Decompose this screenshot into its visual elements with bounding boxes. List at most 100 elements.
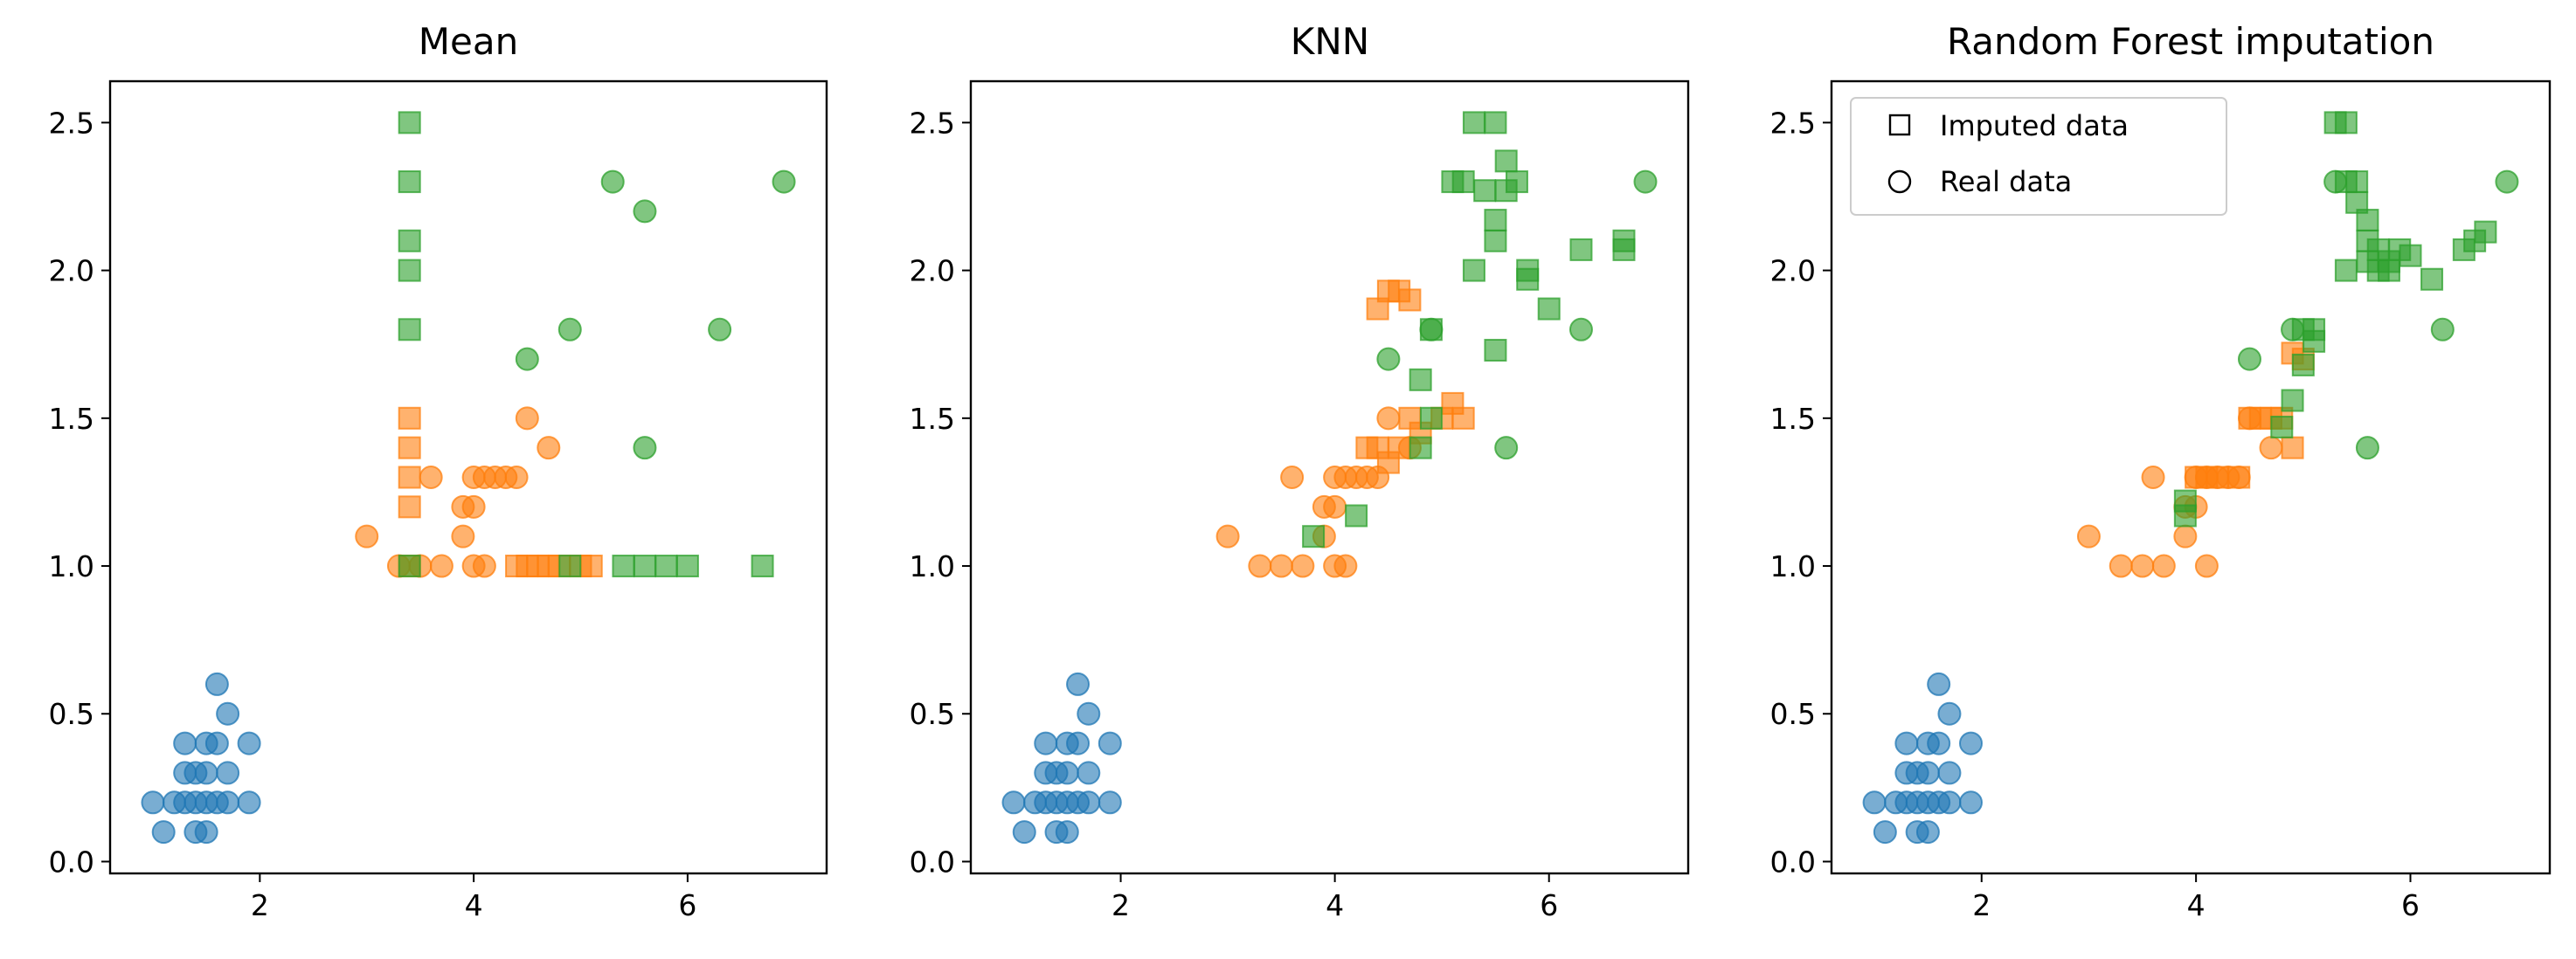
- panel-random-forest: Random Forest imputation 2 4 6 0.0 0.5 1.0 1.5…: [1770, 20, 2552, 922]
- blue-real-point: [1055, 820, 1079, 845]
- orange-imputed-point: [1398, 288, 1422, 312]
- orange-real-point: [451, 524, 475, 548]
- blue-real-point: [1915, 761, 1940, 785]
- orange-real-point: [1323, 494, 1347, 519]
- green-imputed-point: [633, 555, 656, 578]
- green-imputed-point: [1537, 297, 1561, 321]
- orange-imputed-point: [398, 495, 421, 519]
- green-imputed-point: [398, 229, 421, 252]
- legend-frame: [1850, 97, 2227, 216]
- orange-real-point: [2130, 554, 2155, 578]
- orange-imputed-point: [398, 406, 421, 430]
- y-tick-label: 2.0: [49, 254, 94, 288]
- green-imputed-point: [1462, 259, 1485, 282]
- orange-imputed-point: [2227, 466, 2251, 489]
- green-real-point: [557, 317, 582, 342]
- orange-imputed-point: [579, 555, 603, 578]
- y-tick-label: 0.5: [49, 697, 94, 731]
- orange-real-point: [2173, 524, 2198, 548]
- blue-real-point: [216, 761, 240, 785]
- green-imputed-point: [558, 555, 582, 578]
- green-imputed-point: [398, 170, 421, 194]
- orange-real-point: [2141, 466, 2165, 489]
- green-real-point: [600, 169, 625, 194]
- green-real-point: [1633, 169, 1658, 194]
- orange-real-point: [2194, 554, 2219, 578]
- green-imputed-point: [2270, 415, 2294, 438]
- orange-imputed-point: [1451, 406, 1475, 430]
- blue-real-point: [216, 790, 240, 815]
- green-imputed-point: [398, 111, 421, 135]
- blue-real-point: [1077, 761, 1101, 785]
- orange-imputed-point: [398, 466, 421, 489]
- orange-real-point: [537, 436, 561, 460]
- green-real-point: [2430, 317, 2455, 342]
- green-real-point: [708, 317, 732, 342]
- green-imputed-point: [654, 555, 678, 578]
- legend-circle-marker: [1887, 169, 1912, 194]
- orange-real-point: [1248, 554, 1272, 578]
- green-real-point: [2495, 169, 2519, 194]
- orange-imputed-point: [1388, 436, 1411, 459]
- y-tick-label: 0.5: [1770, 697, 1816, 731]
- blue-real-point: [204, 731, 229, 755]
- orange-real-point: [1280, 466, 1305, 489]
- panel-title: Mean: [419, 20, 518, 63]
- green-real-point: [1494, 436, 1519, 460]
- green-imputed-point: [2334, 259, 2358, 282]
- blue-real-point: [1077, 790, 1101, 815]
- green-imputed-point: [2420, 267, 2444, 291]
- y-tick-label: 1.0: [1770, 549, 1816, 583]
- green-imputed-point: [2302, 329, 2326, 353]
- green-imputed-point: [1473, 179, 1497, 203]
- green-real-point: [1376, 347, 1401, 371]
- legend: Imputed data Real data: [1850, 97, 2227, 216]
- green-imputed-point: [612, 555, 635, 578]
- x-tick-label: 2: [251, 888, 269, 922]
- y-tick-label: 2.5: [49, 106, 94, 140]
- green-real-point: [2237, 347, 2261, 371]
- blue-real-point: [1915, 820, 1940, 845]
- data-points: [1001, 111, 1658, 845]
- orange-real-point: [1376, 406, 1401, 431]
- blue-real-point: [1066, 731, 1091, 755]
- blue-real-point: [1077, 701, 1101, 726]
- blue-real-point: [204, 672, 229, 696]
- green-real-point: [515, 347, 539, 371]
- green-imputed-point: [2173, 489, 2197, 513]
- green-imputed-point: [1419, 318, 1443, 342]
- blue-real-point: [151, 820, 176, 845]
- green-imputed-point: [1484, 209, 1507, 232]
- blue-real-point: [1927, 672, 1951, 696]
- orange-real-point: [2109, 554, 2133, 578]
- green-imputed-point: [2345, 170, 2369, 194]
- axes-frame: [108, 79, 828, 875]
- blue-real-point: [237, 731, 261, 755]
- green-imputed-point: [2291, 353, 2315, 376]
- orange-real-point: [1215, 524, 1240, 548]
- orange-real-point: [461, 494, 486, 519]
- panel-knn: KNN 2 4 6 0.0 0.5 1.0 1.5 2.0 2.5: [910, 20, 1690, 922]
- orange-real-point: [2151, 554, 2176, 578]
- y-tick-label: 1.0: [910, 549, 955, 583]
- orange-real-point: [1333, 554, 1358, 578]
- x-tick-label: 2: [1972, 888, 1991, 922]
- green-imputed-point: [1612, 238, 1636, 261]
- blue-real-point: [1894, 731, 1919, 755]
- green-imputed-point: [1409, 436, 1432, 459]
- x-tick-label: 2: [1111, 888, 1130, 922]
- orange-imputed-point: [398, 436, 421, 459]
- blue-real-point: [1012, 820, 1036, 845]
- orange-real-point: [2076, 524, 2101, 548]
- axes-frame: [1830, 79, 2552, 875]
- blue-real-point: [141, 790, 165, 815]
- blue-real-point: [1873, 820, 1897, 845]
- blue-real-point: [1034, 731, 1058, 755]
- blue-real-point: [1098, 790, 1122, 815]
- y-tick-label: 0.0: [910, 845, 955, 879]
- data-points: [141, 111, 796, 845]
- y-tick-label: 2.5: [1770, 106, 1816, 140]
- y-tick-label: 1.5: [1770, 402, 1816, 436]
- x-tick-label: 4: [1326, 888, 1344, 922]
- green-imputed-point: [1419, 406, 1443, 430]
